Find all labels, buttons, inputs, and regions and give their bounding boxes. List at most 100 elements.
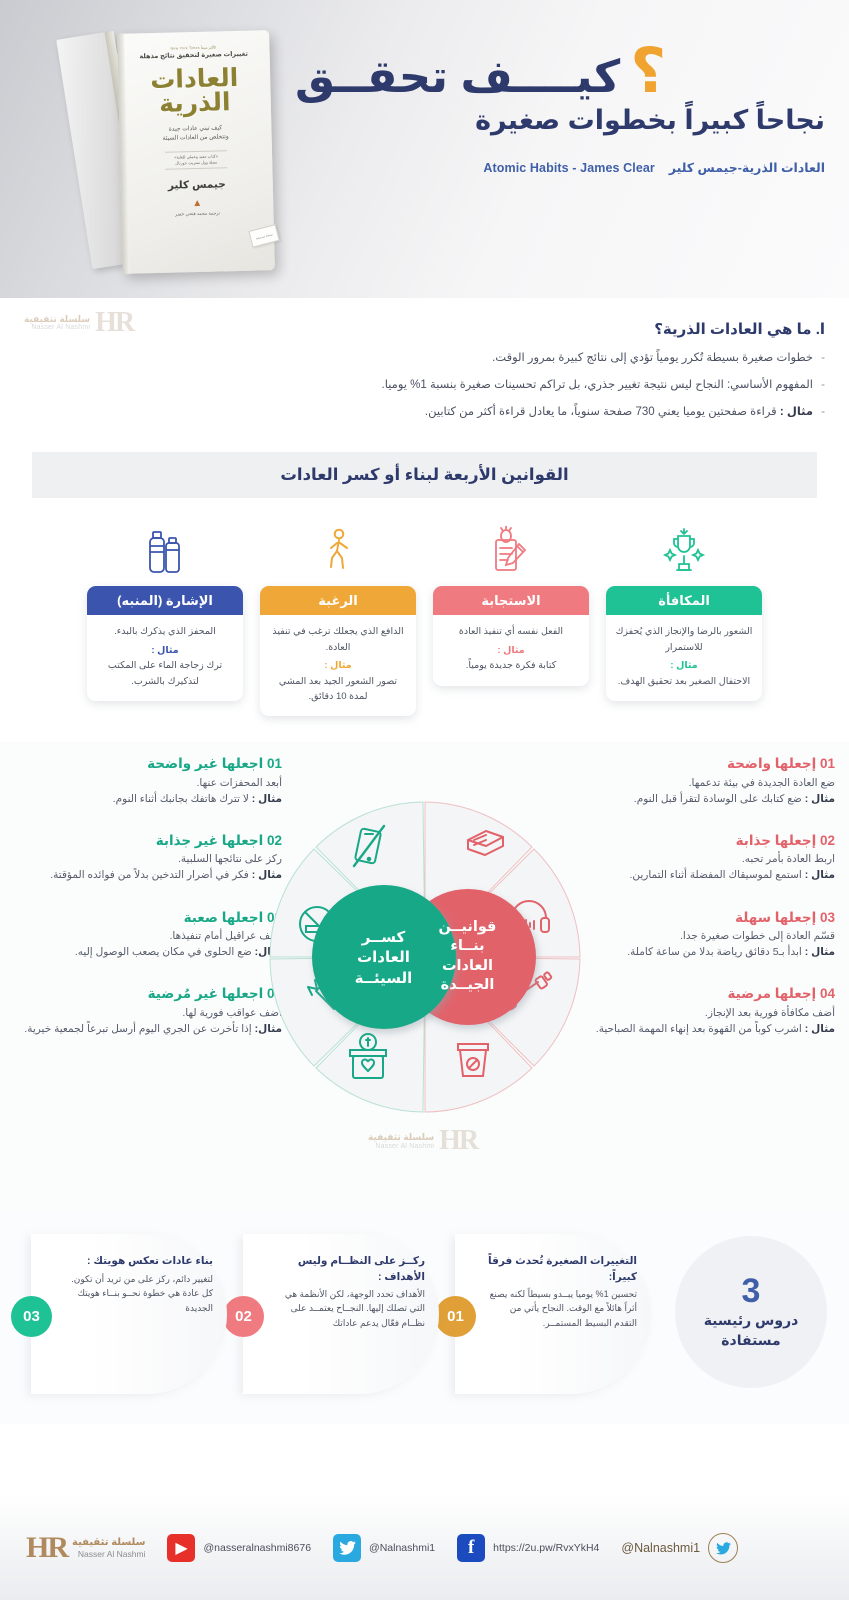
hr-logo-icon: HR: [439, 1125, 479, 1157]
band-title: القوانين الأربعة لبناء أو كسر العادات: [280, 466, 569, 485]
lesson-card-03[interactable]: بناء عادات تعكس هويتك : لتغيير دائم، ركز…: [11, 1234, 227, 1395]
header-credit-en: Atomic Habits - James Clear: [483, 161, 655, 176]
habit-title: إجعلها مرضية: [727, 986, 817, 1002]
habits-wheel-section: 01 إجعلها واضحة ضع العادة الجديدة في بيئ…: [0, 742, 849, 1213]
watermark-en: Nasser Al Nashmi: [375, 1142, 435, 1150]
section-band-four-laws: القوانين الأربعة لبناء أو كسر العادات: [32, 452, 817, 499]
habit-desc: أضف عراقيل أمام تنفيذها.: [169, 929, 282, 942]
header-text-block: ؟ كيــــف تحقــق نجاحاً كبيراً بخطوات صغ…: [295, 41, 825, 175]
habit-example: ضع كتابك على الوسادة لتقرأ قبل النوم.: [633, 792, 802, 805]
book-cover-image: الأكثر مبيعاً New York Times تغييرات صغي…: [56, 26, 304, 286]
hr-logo-icon: HR: [26, 1531, 69, 1564]
walking-person-icon: [318, 516, 358, 578]
law-example: الاحتفال الصغير بعد تحقيق الهدف.: [617, 675, 751, 687]
trophy-icon: [662, 516, 706, 578]
header-credit-ar: العادات الذرية-جيمس كلير: [668, 161, 825, 176]
habit-example: اشرب كوباً من القهوة بعد إنهاء المهمة ال…: [595, 1022, 802, 1035]
coffee-cup-icon: [456, 1043, 489, 1078]
footer-main-handle: @Nalnashmi1: [621, 1541, 701, 1555]
watermark-ar: سلسلة تثقيفية: [368, 1132, 435, 1143]
book-title: العادات الذرية: [149, 63, 239, 118]
book-subtitle: كيف تبني عادات جيدة وتتخلص من العادات الس…: [162, 124, 229, 142]
lesson-card-02[interactable]: ركــز على النظــام وليس الأهداف : الأهدا…: [223, 1234, 439, 1395]
header-banner: الأكثر مبيعاً New York Times تغييرات صغي…: [0, 0, 849, 298]
footer-youtube-link[interactable]: @nasseralnashmi8676 ▶: [167, 1534, 311, 1562]
law-card-cue[interactable]: الإشارة (المنبه) المحفز الذي يذكرك بالبد…: [87, 516, 243, 716]
twitter-icon[interactable]: [333, 1534, 362, 1562]
bad-habit-04: 04 اجعلها غير مُرضية أضف عواقب فورية لها…: [14, 986, 282, 1037]
lessons-count: 3: [741, 1272, 761, 1311]
habit-example: ضع الحلوى في مكان يصعب الوصول إليه.: [74, 946, 252, 959]
bad-habits-center-label: كســر العادات السيئــة: [354, 929, 413, 987]
law-title: الرغبة: [260, 586, 416, 616]
footer-facebook-url: https://2u.pw/RvxYkH4: [493, 1542, 600, 1554]
habit-desc: ضع العادة الجديدة في بيئة تدعمها.: [688, 776, 835, 789]
law-example-label: مثال :: [670, 660, 698, 672]
lesson-body: لتغيير دائم، ركز على من تريد أن تكون. كل…: [71, 1273, 213, 1313]
habits-wheel-graphic: قوانيــن بنــاء العادات الجيــدة كســر العاد…: [260, 792, 590, 1122]
intro-section: HR سلسلة تثقيفية Nasser Al Nashmi ا. ما …: [0, 298, 849, 449]
law-desc: المحفز الذي يذكرك بالبدء.: [114, 626, 216, 638]
bullet-text: خطوات صغيرة بسيطة تُكرر يومياً تؤدي إلى …: [492, 352, 813, 364]
habit-number: 04: [819, 986, 835, 1002]
footer-youtube-handle: @nasseralnashmi8676: [203, 1542, 312, 1554]
good-habit-01: 01 إجعلها واضحة ضع العادة الجديدة في بيئ…: [567, 756, 835, 807]
lesson-body: الأهداف تحدد الوجهة، لكن الأنظمة هي التي…: [284, 1288, 425, 1328]
habit-example-label: مثال:: [254, 1022, 282, 1035]
law-title: الإشارة (المنبه): [87, 586, 243, 616]
habit-title: اجعلها غير مُرضية: [147, 986, 264, 1002]
list-item: خطوات صغيرة بسيطة تُكرر يومياً تؤدي إلى …: [24, 350, 825, 368]
law-card-response[interactable]: الاستجابة الفعل نفسه أي تنفيذ العادة مثا…: [433, 516, 589, 716]
intro-title: ا. ما هي العادات الذرية؟: [654, 321, 825, 338]
list-item: مثال : قراءة صفحتين يوميا يعني 730 صفحة …: [24, 404, 825, 422]
good-habit-04: 04 إجعلها مرضية أضف مكافأة فورية بعد الإ…: [567, 986, 835, 1037]
book-author: جيمس كلير: [167, 178, 226, 192]
habit-desc: قسّم العادة إلى خطوات صغيرة جدا.: [680, 929, 835, 942]
law-example: ترك زجاجة الماء على المكتب لتذكيرك بالشر…: [107, 660, 223, 687]
law-card-craving[interactable]: الرغبة الدافع الذي يجعلك ترغب في تنفيذ ا…: [260, 516, 416, 717]
header-title-main: كيــــف تحقــق: [295, 51, 621, 102]
lesson-body: تحسين 1% يوميا يبــدو بسيطاً لكنه يصنع أ…: [489, 1288, 637, 1328]
book-tagline: تغييرات صغيرة لتحقيق نتائج مذهلة: [139, 50, 248, 61]
habit-number: 02: [819, 833, 835, 849]
footer-twitter-link[interactable]: @Nalnashmi1: [333, 1534, 435, 1562]
law-card-reward[interactable]: المكافأة الشعور بالرضا والإنجاز الذي يُح…: [606, 516, 762, 716]
notepad-pencil-icon: [489, 516, 533, 578]
habit-desc: ركز على نتائجها السلبية.: [178, 853, 282, 866]
facebook-icon[interactable]: f: [457, 1534, 486, 1562]
lesson-badge-03: 03: [11, 1296, 52, 1338]
four-laws-row: الإشارة (المنبه) المحفز الذي يذكرك بالبد…: [0, 516, 849, 717]
habit-desc: أضف مكافأة فورية بعد الإنجاز.: [704, 1006, 835, 1019]
footer-brand-ar: سلسلة تثقيفية: [72, 1536, 146, 1548]
habit-desc: أبعد المحفزات عنها.: [196, 776, 282, 789]
habit-title: اجعلها صعبة: [183, 909, 264, 925]
youtube-icon[interactable]: ▶: [167, 1534, 196, 1562]
habit-desc: اربط العادة بأمر تحبه.: [741, 853, 835, 866]
book-sticker: نسخة مترجمة: [248, 224, 280, 248]
habit-example-label: مثال :: [251, 792, 282, 805]
header-credit: العادات الذرية-جيمس كلير Atomic Habits -…: [295, 160, 825, 175]
list-item: المفهوم الأساسي: النجاح ليس نتيجة تغيير …: [24, 377, 825, 395]
habit-title: إجعلها جذابة: [735, 833, 817, 849]
habit-example: فكر في أضرار التدخين بدلاً من فوائده الم…: [50, 869, 249, 882]
lesson-badge-01: 01: [435, 1296, 476, 1338]
key-lessons-section: 3 دروس رئيسية مستفادة التغييرات الصغيرة ت…: [0, 1212, 849, 1425]
bullet-text: المفهوم الأساسي: النجاح ليس نتيجة تغيير …: [381, 378, 813, 391]
twitter-outline-icon[interactable]: [708, 1533, 739, 1563]
footer-bar: سلسلة تثقيفية Nasser Al Nashmi HR @nasse…: [0, 1496, 849, 1600]
bad-habits-center-circle: [311, 885, 456, 1030]
lesson-title: ركــز على النظــام وليس الأهداف :: [297, 1255, 425, 1283]
water-bottle-icon: [145, 516, 185, 578]
law-desc: الفعل نفسه أي تنفيذ العادة: [458, 626, 564, 638]
footer-twitter-handle-badge[interactable]: @Nalnashmi1: [621, 1533, 739, 1563]
header-subtitle: نجاحاً كبيراً بخطوات صغيرة: [475, 105, 825, 135]
habit-title: اجعلها غير واضحة: [147, 756, 264, 772]
lessons-summary-circle: 3 دروس رئيسية مستفادة: [675, 1236, 827, 1389]
law-example-label: مثال :: [324, 660, 352, 672]
footer-facebook-link[interactable]: https://2u.pw/RvxYkH4 f: [457, 1534, 599, 1562]
good-habits-column: 01 إجعلها واضحة ضع العادة الجديدة في بيئ…: [567, 756, 835, 1063]
law-title: المكافأة: [606, 586, 762, 616]
lesson-card-01[interactable]: التغييرات الصغيرة تُحدث فرقاً كبيراً: تح…: [435, 1234, 651, 1395]
publisher-logo-icon: ▲: [192, 198, 203, 210]
habit-example: إذا تأخرت عن الجري اليوم أرسل تبرعاً لجم…: [24, 1022, 252, 1035]
